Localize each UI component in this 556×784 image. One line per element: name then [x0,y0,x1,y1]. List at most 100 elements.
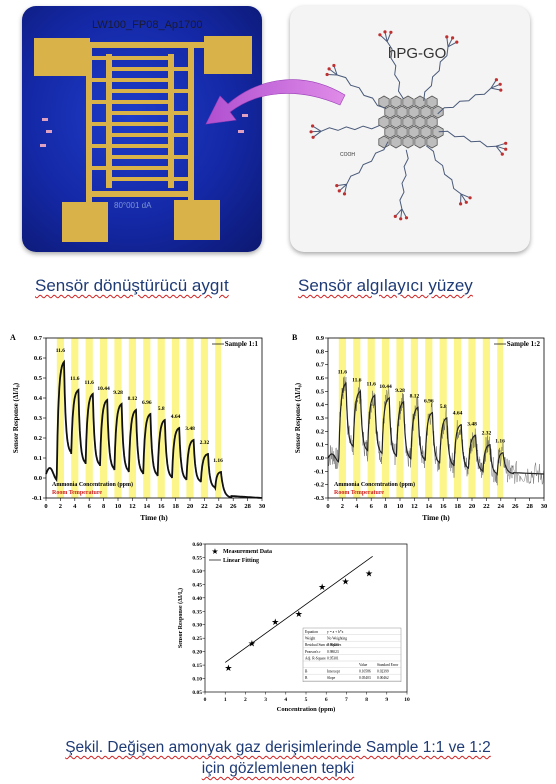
x-tick-label: 5 [305,697,308,703]
x-tick-label: 12 [411,503,418,510]
y-tick-label: -0.1 [314,468,324,475]
concentration-label: 11.6 [56,348,66,354]
legend-fit: Linear Fitting [223,558,259,564]
data-point: ★ [318,582,326,592]
stats-table-cell: Standard Error [377,663,399,667]
concentration-label: 9.28 [395,388,405,394]
y-tick-label: 0.7 [34,335,43,342]
stats-table-cell: 0.10586 [359,670,371,674]
y-tick-label: 0.6 [316,375,325,382]
data-point: ★ [248,639,256,649]
stats-table-cell: 0.00462 [377,676,389,680]
data-point: ★ [365,569,373,579]
x-tick-label: 20 [469,503,476,510]
y-tick-label: 0.1 [34,455,42,462]
x-tick-label: 0 [44,503,47,510]
concentration-label: 11.6 [352,377,362,383]
stats-table-cell: y = a + b*x [327,630,344,634]
y-tick-label: 0.10 [192,677,202,683]
exposure-band [100,338,107,498]
concentration-label: 6.96 [424,399,434,405]
concentration-label: 6.96 [142,400,152,406]
y-tick-label: 0.40 [192,596,202,602]
y-tick-label: 0.45 [192,582,202,588]
x-tick-label: 8 [365,697,368,703]
caption-device-text: Sensör dönüştürücü aygıt [35,276,229,295]
y-tick-label: 0.3 [316,415,325,422]
stats-table-cell: 0.95301 [327,656,339,660]
x-axis-label: Time (h) [422,513,450,522]
y-tick-label: 0.5 [34,375,43,382]
y-tick-label: 0.60 [192,542,202,548]
x-tick-label: 28 [526,503,533,510]
arrow-icon [206,80,345,124]
legend-measurement: Measurement Data [223,549,272,555]
stats-table-cell: Value [359,663,368,667]
concentration-label: 4.64 [171,414,181,420]
concentration-label: 4.64 [453,411,463,417]
concentration-label: 11.6 [367,381,377,387]
legend-star-icon: ★ [211,547,218,556]
x-tick-label: 3 [264,697,267,703]
chart-panel-b: 11.611.611.610.449.288.126.965.84.643.48… [288,330,550,530]
figure-caption-line2-text: için gözlemlenen tepki [202,760,355,777]
x-tick-label: 28 [244,503,251,510]
stats-table-cell: Slope [327,676,336,680]
caption-surface-text: Sensör algılayıcı yüzey [298,276,473,295]
y-tick-label: 0.5 [316,388,325,395]
x-tick-label: 16 [158,503,165,510]
panel-label: A [10,333,16,342]
stats-table-cell: Weight [305,637,315,641]
stats-table-cell: No Weighting [327,637,347,641]
exposure-band [497,338,503,498]
chart-b-svg: 11.611.611.610.449.288.126.965.84.643.48… [288,330,550,530]
x-tick-label: 2 [244,697,247,703]
chart-panel-linear-fit: ★★★★★★★0123456789100.050.100.150.200.250… [175,540,415,715]
y-tick-label: 0.25 [192,636,202,642]
figure-caption-line2: için gözlemlenen tepki [0,758,556,779]
stats-table-cell: 0.05403 [359,676,371,680]
concentration-label: 3.48 [185,426,195,432]
stats-table-cell: 0.98023 [327,650,339,654]
concentration-label: 11.6 [85,380,95,386]
x-tick-label: 4 [355,503,359,510]
x-tick-label: 0 [204,697,207,703]
x-tick-label: 6 [325,697,328,703]
x-tick-label: 8 [384,503,388,510]
data-point: ★ [342,577,350,587]
y-tick-label: 0.0 [34,475,42,482]
stats-table-cell: Adj. R-Square [305,656,326,660]
x-tick-label: 10 [404,697,410,703]
concentration-label: 11.6 [338,369,348,375]
x-tick-label: 10 [115,503,122,510]
chart-panel-a: 11.611.611.610.449.288.126.965.84.643.48… [6,330,268,530]
exposure-band [114,338,121,498]
y-tick-label: 0.6 [34,355,43,362]
concentration-label: 3.48 [467,421,477,427]
x-tick-label: 30 [259,503,266,510]
y-tick-label: 0.50 [192,569,202,575]
data-point: ★ [271,617,279,627]
x-tick-label: 14 [426,503,433,510]
annotation-concentration: Ammonia Concentration (ppm) [334,481,415,488]
y-tick-label: 0.05 [192,690,202,696]
x-tick-label: 2 [59,503,62,510]
stats-table-cell: 0.00403 [327,643,339,647]
exposure-band [468,338,475,498]
figure-caption-line1: Şekil. Değişen amonyak gaz derişimlerind… [0,737,556,758]
y-tick-label: -0.3 [314,495,325,502]
chart-a-svg: 11.611.611.610.449.288.126.965.84.643.48… [6,330,268,530]
x-tick-label: 14 [144,503,151,510]
chart-c-svg: ★★★★★★★0123456789100.050.100.150.200.250… [175,540,415,715]
y-tick-label: 0.30 [192,623,202,629]
stats-table-cell: Pearson's r [305,650,321,654]
exposure-band [382,338,389,498]
y-tick-label: 0.7 [316,362,325,369]
y-tick-label: 0.20 [192,650,202,656]
concentration-label: 8.12 [410,393,420,399]
x-tick-label: 1 [224,697,227,703]
x-tick-label: 18 [454,503,461,510]
x-tick-label: 9 [385,697,388,703]
x-tick-label: 26 [230,503,237,510]
x-tick-label: 12 [129,503,136,510]
